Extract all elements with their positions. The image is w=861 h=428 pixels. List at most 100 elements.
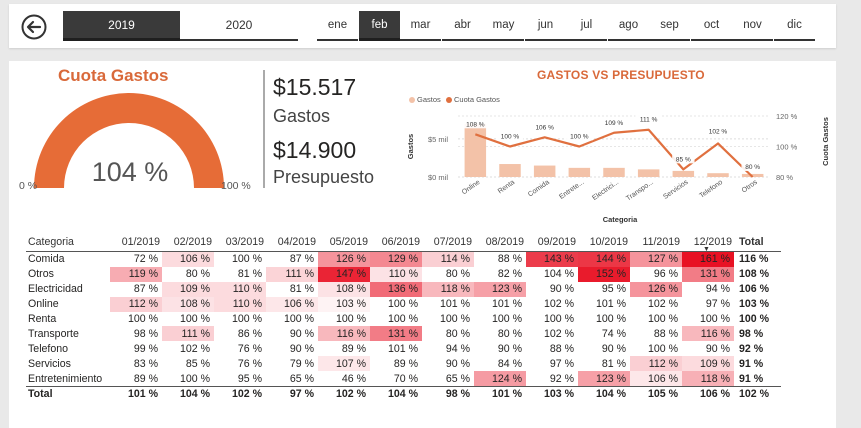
legend-cuota[interactable]: Cuota Gastos (446, 95, 500, 104)
month-tab-abr[interactable]: abr (442, 11, 483, 41)
sort-desc-icon[interactable]: ▼ (703, 246, 710, 253)
row-label: Servicios (28, 357, 71, 370)
column-header[interactable]: 04/2019 (277, 236, 316, 248)
column-header[interactable]: 11/2019 (642, 236, 680, 248)
column-header[interactable]: Total (739, 236, 764, 248)
table-cell: 131 % (682, 266, 734, 282)
column-header-categoria[interactable]: Categoria (28, 236, 74, 248)
table-row[interactable]: Entretenimiento 89 % 100 % 95 % 65 % 46 % 70 %… (26, 371, 781, 387)
month-tab-ene[interactable]: ene (317, 11, 358, 41)
table-cell: 46 % (341, 372, 366, 385)
total-row[interactable]: Total 101 % 104 % 102 % 97 % 102 % 104 % 98 % 10… (26, 386, 781, 402)
month-tab-may[interactable]: may (483, 11, 524, 41)
column-header[interactable]: 08/2019 (485, 236, 524, 248)
month-tab-nov[interactable]: nov (732, 11, 773, 41)
table-cell: 88 % (497, 253, 522, 266)
data-label: 106 % (535, 124, 554, 131)
table-cell: 108 % (318, 281, 370, 297)
table-row[interactable]: Comida 72 % 106 % 100 % 87 % 126 % 129 % 114 % 8… (26, 251, 781, 267)
data-label: 102 % (709, 128, 728, 135)
column-header[interactable]: 10/2019 (589, 236, 628, 248)
month-tab-oct[interactable]: oct (691, 11, 732, 41)
row-label: Otros (28, 268, 54, 281)
table-row[interactable]: Otros 119 % 80 % 81 % 111 % 147 % 110 % 80 % 82 … (26, 266, 781, 282)
month-tab-mar[interactable]: mar (400, 11, 441, 41)
row-total: 100 % (739, 313, 770, 325)
column-header[interactable]: 05/2019 (329, 236, 368, 248)
x-tick-label: Otros (741, 179, 759, 195)
table-row[interactable]: Electricidad 87 % 109 % 110 % 81 % 108 % 136 %… (26, 281, 781, 297)
column-header[interactable]: 09/2019 (537, 236, 576, 248)
bar (707, 173, 729, 177)
y2-tick-label: 100 % (776, 143, 798, 152)
table-cell: 101 % (110, 386, 162, 402)
year-tab-2019[interactable]: 2019 (63, 11, 180, 41)
column-header[interactable]: 06/2019 (381, 236, 420, 248)
table-cell: 105 % (630, 386, 682, 402)
matrix-header-row: Categoria 01/2019 02/2019 03/2019 04/2019 05/… (26, 233, 781, 252)
table-row[interactable]: Servicios 83 % 85 % 76 % 79 % 107 % 89 % 90 % 84… (26, 356, 781, 372)
row-label: Comida (28, 253, 65, 266)
table-cell: 109 % (162, 281, 214, 297)
table-cell: 106 % (162, 251, 214, 267)
column-header[interactable]: 02/2019 (173, 236, 212, 248)
series-line-cuota (474, 128, 754, 178)
table-cell: 110 % (214, 281, 266, 297)
table-cell: 74 % (601, 327, 626, 340)
y-axis-title: Gastos (406, 134, 415, 159)
data-label: 80 % (745, 164, 760, 171)
table-cell: 110 % (370, 266, 422, 282)
column-header[interactable]: 03/2019 (225, 236, 264, 248)
table-cell: 90 % (289, 342, 314, 355)
table-cell: 147 % (318, 266, 370, 282)
data-label-bg (600, 117, 628, 127)
table-row[interactable]: Renta 100 % 100 % 100 % 100 % 100 % 100 % 100 %… (26, 312, 781, 327)
table-row[interactable]: Online 112 % 108 % 110 % 106 % 103 % 100 % 101 … (26, 296, 781, 312)
back-arrow-icon[interactable] (21, 14, 47, 40)
month-tab-jul[interactable]: jul (566, 11, 607, 41)
table-cell: 80 % (445, 268, 470, 281)
table-cell: 80 % (445, 327, 470, 340)
table-cell: 110 % (214, 296, 266, 312)
table-cell: 103 % (318, 296, 370, 312)
gauge-value: 104 % (91, 157, 169, 187)
legend-gastos[interactable]: Gastos (409, 95, 441, 104)
table-cell: 70 % (393, 372, 418, 385)
month-tab-jun[interactable]: jun (525, 11, 566, 41)
column-header[interactable]: 12/2019 (693, 236, 732, 248)
row-total: 108 % (739, 268, 770, 281)
table-cell: 94 % (445, 342, 470, 355)
x-tick-label: Renta (497, 179, 516, 196)
bar (464, 123, 487, 177)
bar (672, 170, 695, 177)
table-row[interactable]: Transporte 98 % 111 % 86 % 90 % 116 % 131 % 80 … (26, 326, 781, 342)
table-cell: 112 % (630, 356, 682, 372)
table-row[interactable]: Telefono 99 % 102 % 76 % 90 % 89 % 101 % 94 % 90… (26, 341, 781, 356)
month-tab-feb[interactable]: feb (359, 11, 400, 41)
month-tab-sep[interactable]: sep (649, 11, 690, 41)
data-label: 100 % (501, 134, 520, 141)
table-cell: 123 % (578, 371, 630, 387)
data-label-bg (704, 126, 732, 136)
gauge-max-label: 100 % (221, 180, 251, 192)
presupuesto-value: $14.900 (273, 137, 357, 163)
table-cell: 102 % (647, 298, 678, 311)
table-cell: 85 % (185, 357, 210, 370)
table-cell: 81 % (601, 357, 626, 370)
data-label-bg (672, 154, 695, 164)
data-label-bg (462, 119, 489, 129)
table-cell: 143 % (526, 251, 578, 267)
month-tab-ago[interactable]: ago (608, 11, 649, 41)
year-tab-2020[interactable]: 2020 (180, 11, 298, 41)
table-cell: 100 % (647, 342, 678, 355)
column-header[interactable]: 07/2019 (433, 236, 472, 248)
table-cell: 94 % (705, 283, 730, 296)
month-tab-dic[interactable]: dic (774, 11, 815, 41)
gastos-vs-presupuesto-chart[interactable]: $0 mil $5 mil 80 % 100 % 120 % Gastos Cuota Ga… (400, 100, 835, 228)
column-header[interactable]: 01/2019 (121, 236, 160, 248)
table-cell: 100 % (283, 313, 314, 325)
table-cell: 95 % (601, 283, 626, 296)
table-cell: 101 % (474, 386, 526, 402)
y2-tick-label: 120 % (776, 112, 798, 121)
gauge-chart[interactable] (30, 93, 228, 189)
